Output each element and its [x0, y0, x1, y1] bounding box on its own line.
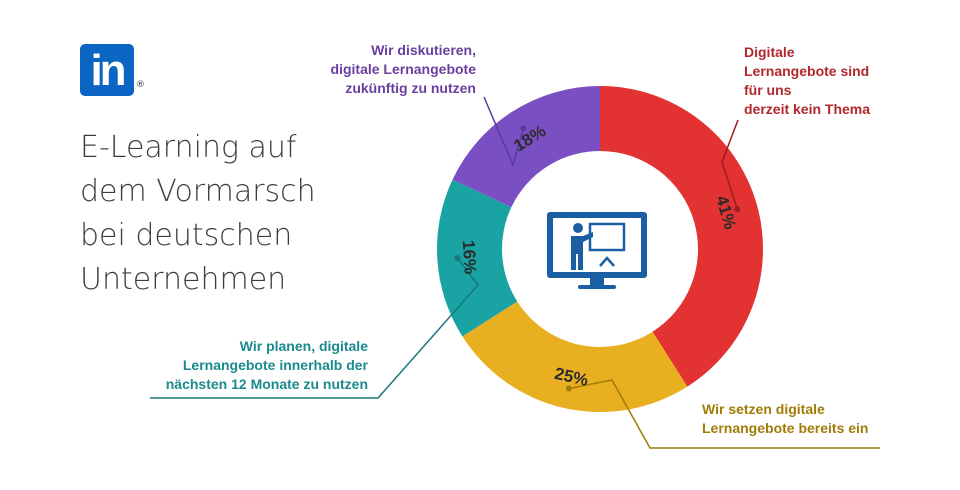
presenter-head-icon [573, 223, 583, 233]
monitor-stand-icon [578, 285, 616, 289]
annotation-line: nächsten 12 Monate zu nutzen [165, 376, 368, 392]
leader-dot-no-topic [734, 206, 741, 213]
annotation-line: Lernangebote bereits ein [702, 420, 869, 436]
leader-line-discussing [483, 96, 525, 168]
leader-line-already-using [568, 379, 880, 449]
presentation-monitor-icon [547, 212, 647, 289]
title-line: bei deutschen [80, 218, 293, 253]
leader-line-no-topic [721, 119, 739, 210]
title-line: Unternehmen [80, 262, 287, 297]
annotation-line: Wir setzen digitale [702, 401, 825, 417]
slice-already-using [462, 301, 688, 413]
annotation-discussing: Wir diskutieren, digitale Lernangebote z… [300, 41, 476, 98]
slice-discussing [452, 85, 600, 208]
registered-mark: ® [136, 80, 145, 90]
monitor-neck-icon [590, 278, 604, 285]
annotation-already-using: Wir setzen digitale Lernangebote bereits… [702, 400, 868, 438]
whiteboard-icon [588, 222, 626, 252]
annotation-line: digitale Lernangebote [330, 61, 476, 77]
easel-legs-icon [599, 256, 615, 267]
slice-planning [437, 179, 518, 337]
title-line: dem Vormarsch [80, 174, 316, 209]
annotation-line: Lernangebote innerhalb der [182, 357, 368, 373]
annotation-line: für uns [744, 82, 792, 98]
annotation-no-topic: Digitale Lernangebote sind für uns derze… [744, 43, 870, 119]
annotation-line: Lernangebote sind [744, 63, 870, 79]
page-title: E-Learning auf dem Vormarsch bei deutsch… [80, 126, 360, 302]
linkedin-logo: in [80, 44, 134, 96]
annotation-line: Digitale [744, 44, 795, 60]
leader-dot-discussing [520, 125, 527, 132]
data-label-planning: 16% [459, 240, 480, 275]
title-line: E-Learning auf [80, 130, 297, 165]
annotation-line: derzeit kein Thema [744, 101, 871, 117]
annotation-line: Wir diskutieren, [371, 42, 476, 58]
leader-line-planning [150, 257, 479, 399]
annotation-planning: Wir planen, digitale Lernangebote innerh… [150, 337, 368, 394]
leader-dot-already-using [565, 385, 572, 392]
presenter-body-icon [571, 232, 593, 270]
leader-dot-planning [454, 254, 461, 261]
annotation-line: Wir planen, digitale [239, 338, 368, 354]
annotation-line: zukünftig zu nutzen [345, 80, 476, 96]
